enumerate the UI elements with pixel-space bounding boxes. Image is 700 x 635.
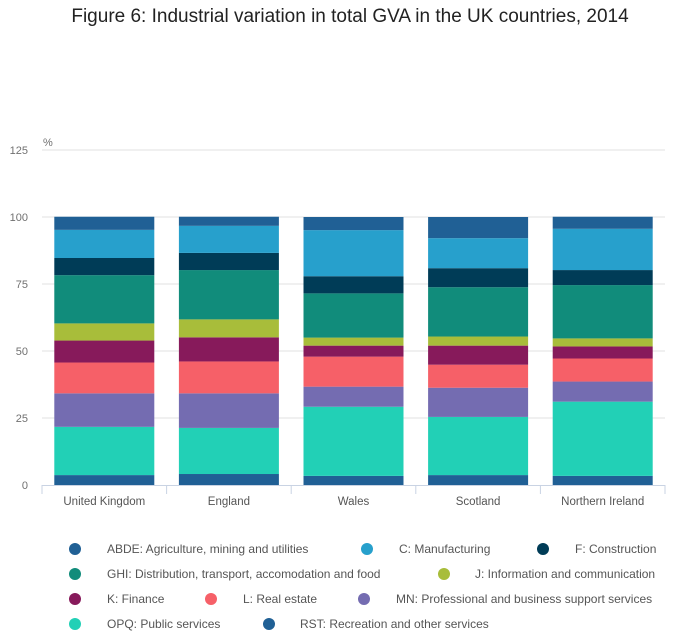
legend-label[interactable]: GHI: Distribution, transport, accomodati… <box>107 567 381 581</box>
bar-segment <box>54 362 155 394</box>
bar-segment <box>178 361 279 394</box>
legend-label[interactable]: K: Finance <box>107 592 165 606</box>
bar-segment <box>178 319 279 338</box>
legend-marker <box>69 593 81 605</box>
bar-segment <box>428 475 529 485</box>
bar-segment <box>428 336 529 346</box>
bar-segment <box>552 338 653 347</box>
y-tick-label: 125 <box>10 145 28 157</box>
bar-segment <box>303 293 404 338</box>
legend-marker <box>205 593 217 605</box>
bar-segment <box>428 364 529 388</box>
bar-segment <box>54 275 155 324</box>
bar-segment <box>178 474 279 485</box>
legend-label[interactable]: ABDE: Agriculture, mining and utilities <box>107 542 309 556</box>
legend-marker <box>358 593 370 605</box>
legend-marker <box>69 568 81 580</box>
legend-label[interactable]: RST: Recreation and other services <box>300 617 489 631</box>
bar-segment <box>303 406 404 476</box>
bar-segment <box>54 426 155 476</box>
y-tick-label: 75 <box>16 279 28 291</box>
bar-segment <box>303 217 404 231</box>
bar-segment <box>54 475 155 485</box>
y-tick-label: 50 <box>16 346 28 358</box>
bar-segment <box>428 287 529 337</box>
bar-segment <box>428 345 529 365</box>
legend-marker <box>263 618 275 630</box>
bar-segment <box>303 230 404 277</box>
y-tick-label: 25 <box>16 413 28 425</box>
y-tick-label: 100 <box>10 212 28 224</box>
y-tick-label: 0 <box>22 480 28 492</box>
bar-segment <box>178 225 279 253</box>
legend-label[interactable]: MN: Professional and business support se… <box>396 592 653 606</box>
bar-segment <box>428 387 529 417</box>
bar-segment <box>552 228 653 271</box>
legend-marker <box>69 543 81 555</box>
bar-segment <box>178 270 279 320</box>
bar-segment <box>54 258 155 276</box>
x-tick-label: England <box>208 496 250 508</box>
bar-segment <box>552 475 653 485</box>
bar-segment <box>303 386 404 407</box>
bar-segment <box>54 323 155 341</box>
x-tick-label: United Kingdom <box>63 496 145 508</box>
legend-label[interactable]: J: Information and communication <box>475 567 656 581</box>
bar-segment <box>428 268 529 288</box>
bar-segment <box>303 345 404 357</box>
bar-segment <box>303 356 404 387</box>
bar-segment <box>303 276 404 294</box>
bar-segment <box>303 475 404 485</box>
bar-segment <box>552 346 653 359</box>
bar-segment <box>552 401 653 476</box>
legend-marker <box>361 543 373 555</box>
x-tick-label: Wales <box>338 496 370 508</box>
bar-segment <box>54 229 155 259</box>
bar-segment <box>552 285 653 339</box>
bar-segment <box>54 393 155 427</box>
bar-segment <box>178 216 279 226</box>
legend-label[interactable]: L: Real estate <box>243 592 318 606</box>
bar-segment <box>54 216 155 230</box>
x-tick-label: Northern Ireland <box>561 496 644 508</box>
legend-marker <box>69 618 81 630</box>
bar-segment <box>552 381 653 402</box>
bar-segment <box>552 358 653 382</box>
bar-segment <box>428 217 529 239</box>
bar-segment <box>178 393 279 428</box>
bar-segment <box>178 427 279 475</box>
bar-segment <box>303 337 404 346</box>
y-axis-label: % <box>43 137 53 149</box>
bar-segment <box>178 337 279 362</box>
legend-marker <box>537 543 549 555</box>
bar-segment <box>428 238 529 269</box>
bar-segment <box>178 252 279 271</box>
x-tick-label: Scotland <box>456 496 501 508</box>
chart-title: Figure 6: Industrial variation in total … <box>71 6 629 27</box>
bar-segment <box>54 340 155 363</box>
legend-label[interactable]: F: Construction <box>575 542 657 556</box>
legend-marker <box>438 568 450 580</box>
bar-segment <box>428 416 529 476</box>
bar-segment <box>552 216 653 229</box>
legend-label[interactable]: OPQ: Public services <box>107 617 221 631</box>
bar-segment <box>552 270 653 286</box>
legend-label[interactable]: C: Manufacturing <box>399 542 491 556</box>
